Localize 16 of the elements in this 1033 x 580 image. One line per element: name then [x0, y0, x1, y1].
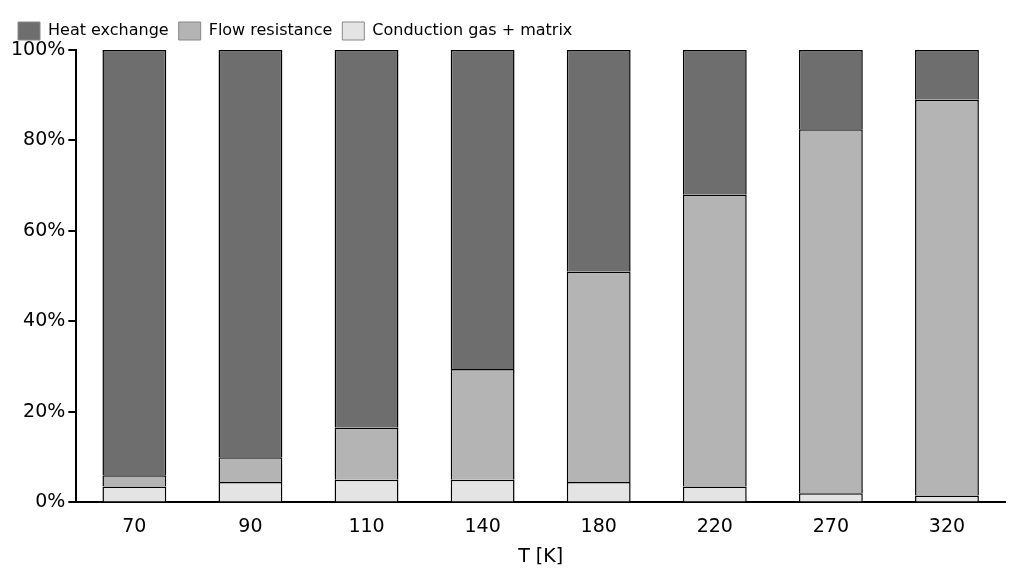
x-tick-label: 90: [238, 513, 263, 536]
x-tick-label: 320: [928, 513, 966, 536]
y-tick-label: 60%: [23, 217, 66, 240]
y-tick-label: 20%: [23, 398, 66, 421]
y-tick-label: 0%: [35, 489, 66, 512]
legend-label: Flow resistance: [208, 20, 333, 40]
x-axis-title: T [K]: [517, 543, 564, 566]
x-tick-label: 110: [348, 513, 385, 536]
x-tick-label: 140: [464, 513, 501, 536]
x-tick-label: 270: [812, 513, 850, 536]
x-tick-label: 180: [580, 513, 617, 536]
legend-label: Conduction gas + matrix: [372, 20, 573, 40]
x-tick-label: 70: [122, 513, 147, 536]
x-tick-label: 220: [696, 513, 733, 536]
y-tick-label: 40%: [23, 308, 66, 331]
y-tick-label: 80%: [23, 127, 66, 150]
